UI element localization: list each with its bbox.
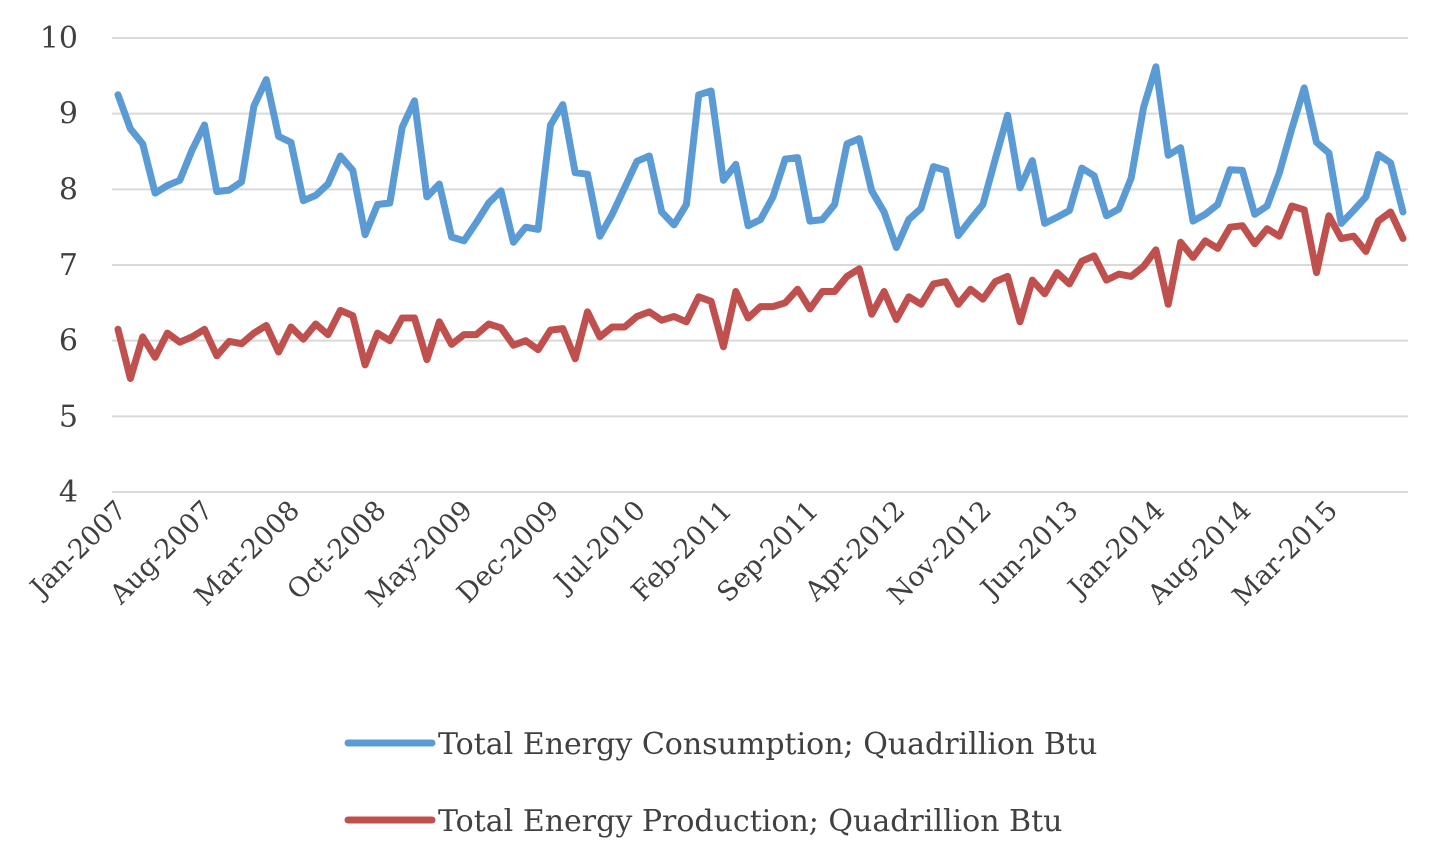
series-lines <box>114 63 1407 382</box>
series-line-consumption <box>114 63 1407 252</box>
x-axis-tick-labels: Jan-2007Aug-2007Mar-2008Oct-2008May-2009… <box>23 495 1344 614</box>
y-tick-label: 8 <box>59 172 78 207</box>
legend-label-production: Total Energy Production; Quadrillion Btu <box>438 804 1062 839</box>
gridlines <box>112 37 1408 493</box>
y-tick-label: 7 <box>59 248 78 283</box>
y-tick-label: 6 <box>59 324 78 359</box>
y-tick-label: 5 <box>59 399 78 434</box>
y-axis-tick-labels: 4 5 6 7 8 9 10 <box>40 21 78 510</box>
y-tick-label: 10 <box>40 21 78 56</box>
y-tick-label: 4 <box>59 475 78 510</box>
legend-label-consumption: Total Energy Consumption; Quadrillion Bt… <box>438 727 1097 762</box>
y-tick-label: 9 <box>59 97 78 132</box>
series-line-production <box>114 202 1407 382</box>
legend: Total Energy Consumption; Quadrillion Bt… <box>344 727 1097 839</box>
